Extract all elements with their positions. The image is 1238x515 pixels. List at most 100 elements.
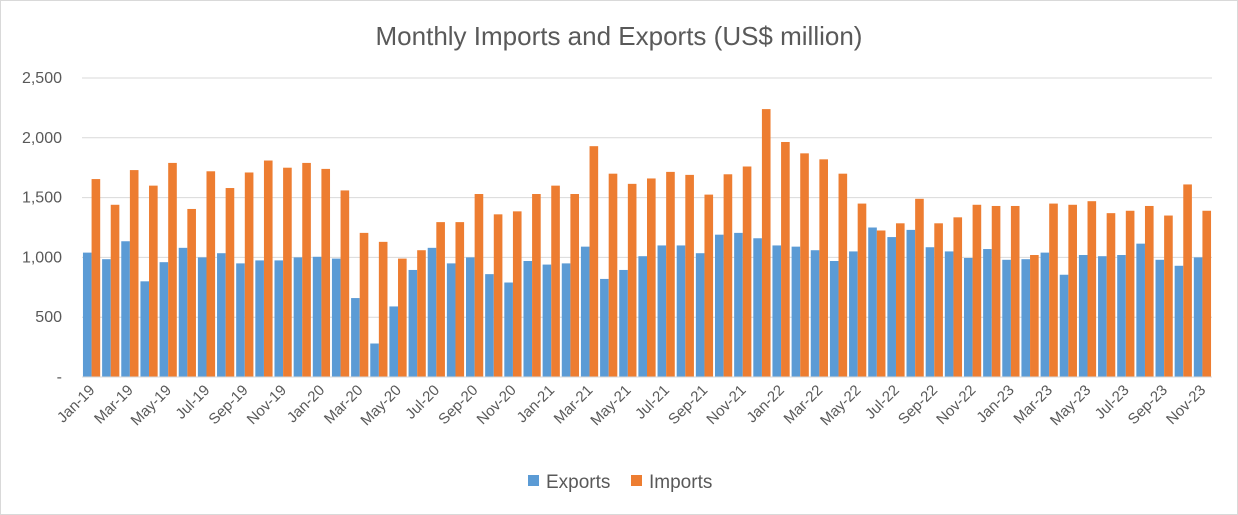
bar-exports [906, 229, 916, 377]
bar-imports [1106, 213, 1116, 377]
bar-exports [542, 264, 552, 377]
bar-exports [217, 253, 226, 377]
bar-imports [723, 174, 733, 377]
bar-exports [1136, 243, 1145, 377]
bar-imports [512, 211, 522, 377]
bar-imports [838, 173, 848, 377]
bar-imports [570, 194, 580, 377]
bar-imports [857, 203, 867, 377]
bar-exports [1098, 256, 1107, 377]
bar-imports [1202, 210, 1212, 377]
bar-imports [608, 173, 618, 377]
bar-exports [485, 274, 494, 377]
bar-exports [159, 262, 169, 377]
bar-imports [991, 205, 1001, 377]
chart-title: Monthly Imports and Exports (US$ million… [376, 21, 863, 51]
bar-exports [734, 232, 743, 377]
bar-imports [589, 146, 599, 377]
bar-imports [474, 194, 484, 377]
bar-exports [580, 246, 590, 377]
bar-exports [504, 282, 513, 377]
x-tick-label: Sep-23 [1125, 382, 1171, 428]
bar-exports [695, 253, 705, 377]
x-tick-label: Sep-21 [665, 382, 711, 428]
x-tick-label: Nov-23 [1163, 382, 1209, 428]
bars [82, 109, 1212, 377]
bar-imports [110, 204, 120, 377]
bar-imports [800, 153, 809, 377]
bar-imports [263, 160, 273, 377]
bar-imports [493, 214, 503, 377]
bar-exports [1040, 252, 1050, 377]
bar-imports [685, 174, 694, 377]
bar-exports [1174, 265, 1184, 377]
legend-label-imports: Imports [649, 472, 712, 493]
bar-imports [532, 194, 541, 377]
bar-exports [619, 269, 628, 377]
bar-exports [121, 241, 130, 377]
bar-imports [934, 223, 943, 377]
bar-imports [378, 241, 388, 377]
bar-exports [753, 238, 762, 377]
bar-imports [187, 208, 196, 377]
bar-imports [168, 162, 177, 377]
bar-imports [206, 171, 216, 377]
bar-imports [455, 222, 465, 377]
x-tick-label: Nov-21 [703, 382, 749, 428]
bar-imports [742, 166, 752, 377]
bar-imports [627, 183, 637, 377]
bar-imports [761, 109, 771, 377]
x-tick-label: Jan-23 [973, 382, 1017, 426]
bar-exports [849, 251, 858, 377]
x-tick-label: Jan-21 [514, 382, 558, 426]
bar-exports [408, 269, 418, 377]
bar-imports [876, 230, 886, 377]
bar-imports [781, 141, 790, 377]
x-tick-label: Sep-20 [435, 382, 481, 428]
bar-exports [676, 245, 686, 377]
bar-exports [1021, 259, 1031, 377]
x-tick-label: Nov-20 [474, 382, 520, 428]
y-tick-label: - [57, 369, 62, 386]
legend-label-exports: Exports [546, 472, 610, 493]
bar-exports [312, 256, 322, 377]
bar-imports [91, 179, 101, 377]
bar-exports [887, 237, 896, 377]
bar-exports [561, 263, 571, 377]
bar-imports [244, 172, 254, 377]
bar-exports [925, 247, 935, 377]
x-tick-label: Jan-22 [743, 382, 787, 426]
y-tick-label: 2,000 [22, 130, 62, 147]
x-tick-label: May-22 [817, 382, 864, 429]
bar-exports [1117, 255, 1126, 377]
bar-exports [810, 250, 820, 377]
bar-exports [1002, 259, 1011, 377]
bar-imports [915, 198, 924, 377]
x-tick-label: Nov-19 [244, 382, 290, 428]
x-tick-label: May-20 [357, 382, 404, 429]
bar-imports [647, 178, 656, 377]
y-tick-label: 500 [35, 309, 62, 326]
bar-imports [953, 217, 963, 377]
bar-imports [972, 204, 982, 377]
bar-exports [102, 259, 111, 377]
bar-imports [321, 168, 331, 377]
bar-exports [983, 249, 992, 377]
y-tick-label: 1,000 [22, 249, 62, 266]
y-tick-label: 2,500 [22, 70, 62, 87]
legend-swatch-imports [631, 475, 642, 486]
bar-exports [523, 260, 533, 377]
bar-exports [772, 245, 782, 377]
bar-exports [829, 260, 839, 377]
bar-imports [129, 170, 139, 377]
bar-imports [1010, 205, 1020, 377]
bar-imports [1183, 184, 1192, 377]
bar-exports [255, 260, 264, 377]
bar-exports [331, 258, 341, 377]
bar-imports [1125, 210, 1135, 377]
bar-exports [1078, 255, 1088, 377]
y-tick-label: 1,500 [22, 190, 62, 207]
bar-exports [427, 247, 437, 377]
bar-imports [417, 250, 426, 377]
